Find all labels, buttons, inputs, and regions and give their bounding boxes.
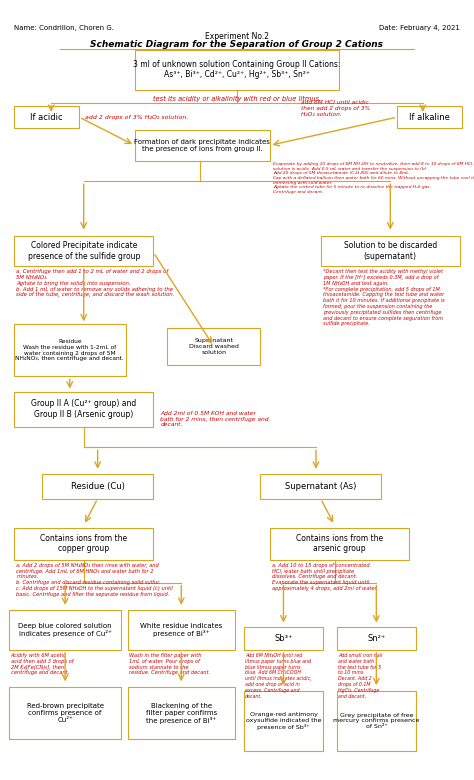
- Text: Sn²⁺: Sn²⁺: [367, 634, 385, 643]
- FancyBboxPatch shape: [135, 50, 339, 90]
- FancyBboxPatch shape: [9, 610, 121, 650]
- Text: Name: Condrillon, Choren G.: Name: Condrillon, Choren G.: [14, 25, 114, 30]
- FancyBboxPatch shape: [128, 610, 235, 650]
- Text: Formation of dark precipitate indicates
the presence of ions from group II.: Formation of dark precipitate indicates …: [134, 139, 270, 152]
- Text: add 6M HCl until acidic
then add 2 drops of 3%
H₂O₂ solution.: add 6M HCl until acidic then add 2 drops…: [301, 101, 370, 117]
- Text: White residue indicates
presence of Bi³⁺: White residue indicates presence of Bi³⁺: [140, 623, 222, 637]
- Text: 3 ml of unknown solution Containing Group II Cations:
As³⁺, Bi³⁺, Cd²⁺, Cu²⁺, Hg: 3 ml of unknown solution Containing Grou…: [133, 60, 341, 80]
- Text: If acidic: If acidic: [30, 112, 63, 122]
- FancyBboxPatch shape: [320, 236, 460, 266]
- Text: Blackening of the
filter paper confirms
the presence of Bi³⁺: Blackening of the filter paper confirms …: [146, 703, 217, 724]
- Text: Contains ions from the
arsenic group: Contains ions from the arsenic group: [296, 534, 383, 553]
- FancyBboxPatch shape: [14, 527, 154, 560]
- FancyBboxPatch shape: [14, 236, 154, 266]
- FancyBboxPatch shape: [397, 106, 462, 128]
- Text: Schematic Diagram for the Separation of Group 2 Cations: Schematic Diagram for the Separation of …: [91, 40, 383, 49]
- Text: Colored Precipitate indicate
presence of the sulfide group: Colored Precipitate indicate presence of…: [27, 241, 140, 261]
- Text: Evaporate by adding 10 drops of 6M NH₄OH to neutralize, then add 8 to 10 drops o: Evaporate by adding 10 drops of 6M NH₄OH…: [273, 162, 474, 193]
- FancyBboxPatch shape: [42, 474, 154, 498]
- Text: a. Add 10 to 15 drops of concentrated
HCl, water bath until precipitate
dissolve: a. Add 10 to 15 drops of concentrated HC…: [272, 562, 378, 591]
- Text: Supernatant
Discard washed
solution: Supernatant Discard washed solution: [189, 338, 239, 355]
- Text: Acidify with 6M acetic
acid then add 3 drops of
2M K₄[Fe(CN)₆], then
centrifuge : Acidify with 6M acetic acid then add 3 d…: [11, 653, 73, 675]
- FancyBboxPatch shape: [244, 691, 323, 751]
- Text: Supernatant (As): Supernatant (As): [285, 482, 356, 491]
- FancyBboxPatch shape: [9, 687, 121, 739]
- FancyBboxPatch shape: [270, 527, 409, 560]
- Text: add 2 drops of 3% H₂O₂ solution.: add 2 drops of 3% H₂O₂ solution.: [85, 115, 188, 119]
- Text: Add 2ml of 0.5M KOH and water
bath for 2 mins, then centrifuge and
decant.: Add 2ml of 0.5M KOH and water bath for 2…: [160, 411, 269, 427]
- FancyBboxPatch shape: [14, 106, 79, 128]
- Text: Residue
Wash the residue with 1-2mL of
water containing 2 drops of 5M
NH₄NO₃, th: Residue Wash the residue with 1-2mL of w…: [15, 339, 124, 361]
- FancyBboxPatch shape: [260, 474, 381, 498]
- FancyBboxPatch shape: [337, 691, 416, 751]
- FancyBboxPatch shape: [337, 627, 416, 650]
- Text: a. Centrifuge then add 1 to 2 mL of water and 2 drops of
5M NH₄NO₃.
Agitate to b: a. Centrifuge then add 1 to 2 mL of wate…: [16, 269, 175, 297]
- Text: Sb³⁺: Sb³⁺: [274, 634, 293, 643]
- FancyBboxPatch shape: [135, 130, 270, 161]
- Text: If alkaline: If alkaline: [410, 112, 450, 122]
- Text: Residue (Cu): Residue (Cu): [71, 482, 125, 491]
- Text: test its acidity or alkalinity with red or blue litmus.: test its acidity or alkalinity with red …: [153, 96, 321, 102]
- FancyBboxPatch shape: [167, 328, 260, 365]
- FancyBboxPatch shape: [14, 392, 154, 427]
- Text: Contains ions from the
copper group: Contains ions from the copper group: [40, 534, 128, 553]
- Text: Grey precipitate of free
mercury confirms presence
of Sn²⁺: Grey precipitate of free mercury confirm…: [333, 713, 419, 729]
- FancyBboxPatch shape: [244, 627, 323, 650]
- Text: Red-brown precipitate
confirms presence of
Cu²⁺: Red-brown precipitate confirms presence …: [27, 704, 104, 723]
- Text: Date: February 4, 2021: Date: February 4, 2021: [379, 25, 460, 30]
- Text: Add small iron nail
and water bath
the test tube for 5
to 10 mins.
Decant. Add 2: Add small iron nail and water bath the t…: [338, 653, 382, 699]
- Text: Experiment No.2: Experiment No.2: [205, 32, 269, 41]
- Text: Add 6M NH₄OH until red
litmus paper turns blue and
blue litmus paper turns
blue.: Add 6M NH₄OH until red litmus paper turn…: [245, 653, 311, 699]
- Text: Deep blue colored solution
indicates presence of Cu²⁺: Deep blue colored solution indicates pre…: [18, 623, 112, 637]
- Text: Group II A (Cu²⁺ group) and
Group II B (Arsenic group): Group II A (Cu²⁺ group) and Group II B (…: [31, 399, 137, 419]
- Text: a. Add 2 drops of 5M NH₄NO₃ then rinse with water, and
centrifuge. Add 1mL of 6M: a. Add 2 drops of 5M NH₄NO₃ then rinse w…: [16, 562, 173, 597]
- FancyBboxPatch shape: [128, 687, 235, 739]
- Text: *Decant then test the acidity with methyl violet
paper. If the [H⁺] exceeds 0.3M: *Decant then test the acidity with methy…: [323, 269, 445, 326]
- Text: Solution to be discarded
(supernatant): Solution to be discarded (supernatant): [344, 241, 437, 261]
- FancyBboxPatch shape: [14, 324, 126, 376]
- Text: Wash in the filter paper with
1mL of water. Pour drops of
sodium stannate to the: Wash in the filter paper with 1mL of wat…: [129, 653, 210, 675]
- Text: Orange-red antimony
oxysulfide indicated the
presence of Sb³⁺: Orange-red antimony oxysulfide indicated…: [246, 712, 321, 730]
